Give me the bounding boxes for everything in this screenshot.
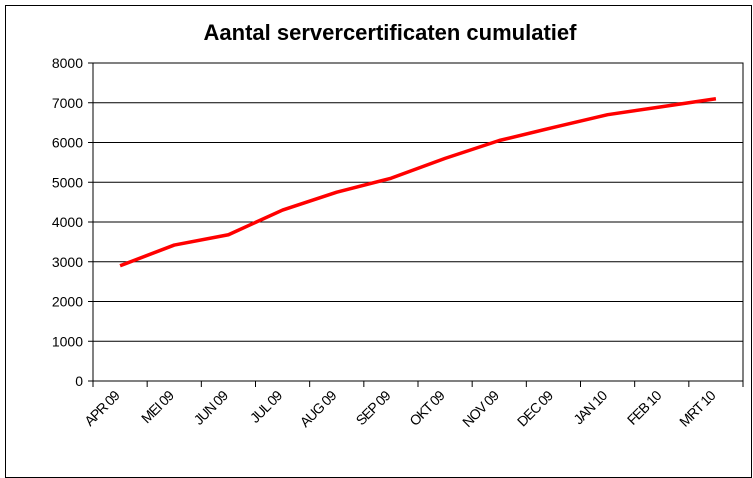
- y-tick-label: 1000: [52, 333, 83, 349]
- y-tick-label: 5000: [52, 174, 83, 190]
- y-tick-label: 7000: [52, 95, 83, 111]
- y-tick-label: 4000: [52, 214, 83, 230]
- y-tick-label: 8000: [52, 55, 83, 71]
- data-line: [119, 97, 717, 268]
- y-tick-label: 6000: [52, 135, 83, 151]
- y-tick-label: 0: [75, 373, 83, 389]
- y-tick-label: 3000: [52, 254, 83, 270]
- y-tick-label: 2000: [52, 294, 83, 310]
- chart-title: Aantal servercertificaten cumulatief: [204, 20, 578, 45]
